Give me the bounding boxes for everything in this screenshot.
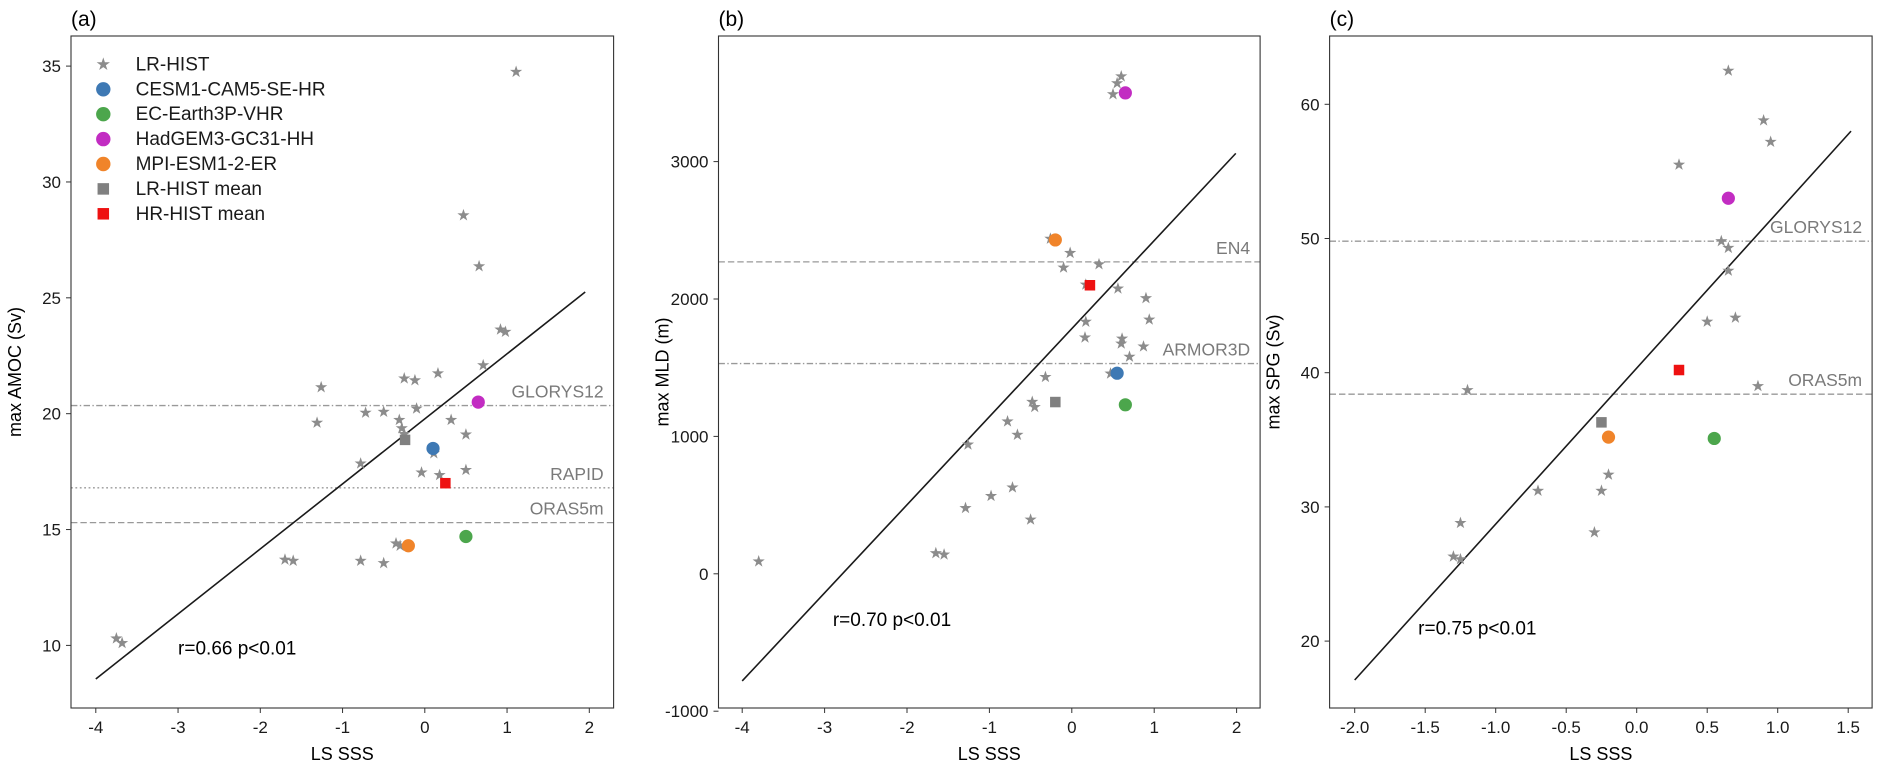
svg-text:2: 2 [1232, 718, 1241, 737]
svg-text:CESM1-CAM5-SE-HR: CESM1-CAM5-SE-HR [136, 79, 326, 100]
svg-text:-3: -3 [170, 718, 185, 737]
svg-text:40: 40 [1301, 364, 1320, 383]
svg-text:(b): (b) [719, 8, 745, 31]
svg-text:25: 25 [42, 289, 61, 308]
svg-text:0.0: 0.0 [1625, 718, 1649, 737]
svg-text:15: 15 [42, 521, 61, 540]
svg-text:HR-HIST mean: HR-HIST mean [136, 204, 266, 225]
svg-text:35: 35 [42, 57, 61, 76]
svg-text:2000: 2000 [671, 290, 709, 309]
svg-text:HadGEM3-GC31-HH: HadGEM3-GC31-HH [136, 129, 314, 150]
svg-text:1000: 1000 [671, 427, 709, 446]
svg-text:LS SSS: LS SSS [311, 744, 374, 764]
svg-text:20: 20 [1301, 632, 1320, 651]
svg-text:LS SSS: LS SSS [958, 744, 1021, 764]
svg-text:LR-HIST mean: LR-HIST mean [136, 179, 262, 200]
svg-text:max AMOC (Sv): max AMOC (Sv) [5, 307, 25, 437]
svg-text:30: 30 [1301, 498, 1320, 517]
svg-text:ORAS5m: ORAS5m [530, 499, 604, 519]
svg-text:-1: -1 [982, 718, 997, 737]
svg-text:30: 30 [42, 173, 61, 192]
svg-text:60: 60 [1301, 95, 1320, 114]
svg-text:LR-HIST: LR-HIST [136, 54, 210, 75]
svg-text:-1: -1 [335, 718, 350, 737]
svg-text:-4: -4 [88, 718, 103, 737]
svg-text:(a): (a) [71, 8, 97, 31]
svg-text:-1.0: -1.0 [1481, 718, 1510, 737]
svg-text:1.5: 1.5 [1836, 718, 1860, 737]
svg-text:-2: -2 [899, 718, 914, 737]
svg-text:-2.0: -2.0 [1340, 718, 1369, 737]
svg-text:MPI-ESM1-2-ER: MPI-ESM1-2-ER [136, 154, 277, 175]
svg-text:max MLD (m): max MLD (m) [653, 318, 673, 427]
svg-text:0: 0 [420, 718, 429, 737]
svg-text:2: 2 [585, 718, 594, 737]
svg-text:1: 1 [1149, 718, 1158, 737]
svg-text:0: 0 [1067, 718, 1076, 737]
svg-text:ORAS5m: ORAS5m [1788, 370, 1862, 390]
svg-text:-2: -2 [253, 718, 268, 737]
svg-text:r=0.66 p<0.01: r=0.66 p<0.01 [178, 639, 296, 660]
svg-text:-4: -4 [735, 718, 750, 737]
svg-text:ARMOR3D: ARMOR3D [1163, 340, 1251, 360]
svg-text:LS SSS: LS SSS [1569, 744, 1632, 764]
svg-text:20: 20 [42, 405, 61, 424]
svg-text:1.0: 1.0 [1766, 718, 1790, 737]
svg-text:r=0.70 p<0.01: r=0.70 p<0.01 [833, 610, 951, 631]
svg-text:GLORYS12: GLORYS12 [1770, 217, 1862, 237]
svg-text:1: 1 [502, 718, 511, 737]
svg-text:0: 0 [699, 565, 708, 584]
svg-text:EC-Earth3P-VHR: EC-Earth3P-VHR [136, 104, 284, 125]
svg-text:GLORYS12: GLORYS12 [512, 382, 604, 402]
svg-text:3000: 3000 [671, 153, 709, 172]
svg-text:0.5: 0.5 [1695, 718, 1719, 737]
svg-text:r=0.75 p<0.01: r=0.75 p<0.01 [1418, 618, 1536, 639]
svg-text:RAPID: RAPID [550, 464, 603, 484]
svg-text:-3: -3 [817, 718, 832, 737]
svg-text:-1000: -1000 [665, 702, 708, 721]
svg-text:(c): (c) [1330, 8, 1355, 31]
svg-text:max SPG (Sv): max SPG (Sv) [1264, 314, 1284, 429]
svg-text:EN4: EN4 [1216, 238, 1250, 258]
svg-text:-0.5: -0.5 [1552, 718, 1581, 737]
svg-text:-1.5: -1.5 [1411, 718, 1440, 737]
svg-text:50: 50 [1301, 230, 1320, 249]
svg-text:10: 10 [42, 636, 61, 655]
